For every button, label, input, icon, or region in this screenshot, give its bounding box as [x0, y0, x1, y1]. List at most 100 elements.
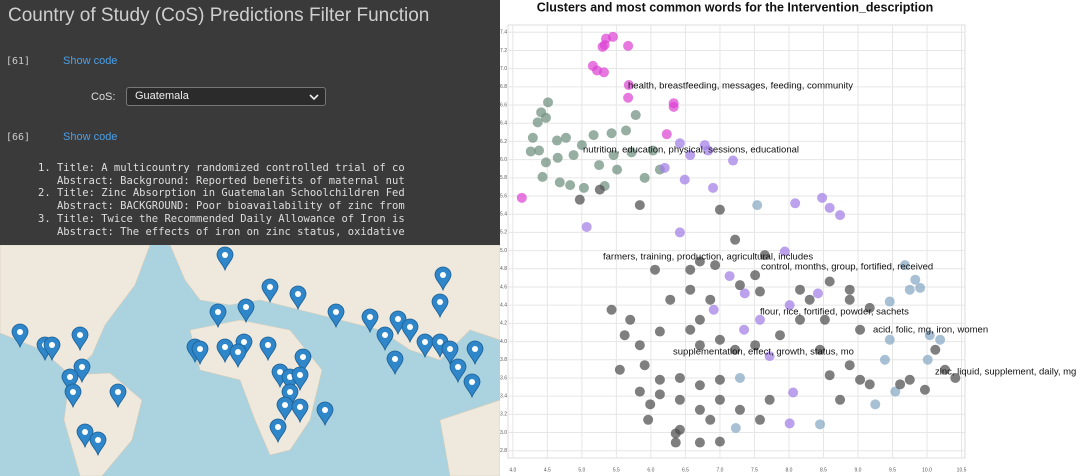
map-pin[interactable]	[376, 326, 394, 352]
y-tick-label: 6.6	[500, 102, 507, 108]
point	[532, 117, 543, 128]
point	[594, 160, 605, 171]
point	[647, 145, 658, 156]
notebook-title: Country of Study (CoS) Predictions Filte…	[8, 5, 430, 26]
point	[537, 171, 548, 182]
map-pin[interactable]	[269, 418, 287, 444]
map-pin[interactable]	[289, 285, 307, 311]
map-pin[interactable]	[216, 246, 234, 272]
point	[844, 284, 855, 295]
result-abstract: Abstract: Background: Reported benefits …	[56, 174, 405, 187]
point	[824, 202, 835, 213]
point	[904, 374, 915, 385]
pin-body	[209, 303, 227, 329]
point	[855, 374, 866, 385]
point	[924, 330, 935, 341]
cluster-annotation: nutrition, education, physical, sessions…	[583, 145, 799, 156]
map-pin[interactable]	[441, 340, 459, 366]
map-pin[interactable]	[291, 366, 309, 392]
map-pin[interactable]	[294, 348, 312, 374]
map-pin[interactable]	[401, 318, 419, 344]
map-pin[interactable]	[109, 383, 127, 409]
map-pin[interactable]	[466, 340, 484, 366]
result-number: 2.	[38, 187, 51, 200]
map[interactable]	[0, 245, 500, 476]
point	[864, 379, 875, 390]
x-tick-label: 9.5	[889, 467, 896, 473]
map-pin[interactable]	[237, 298, 255, 324]
map-pin[interactable]	[327, 303, 345, 329]
pin-body	[61, 368, 79, 394]
result-title-line: 1. Title: A multicountry randomized cont…	[38, 162, 405, 175]
map-pin[interactable]	[229, 343, 247, 369]
pin-dot	[222, 252, 228, 258]
point	[708, 182, 719, 193]
y-tick-label: 3.0	[500, 430, 507, 436]
point	[734, 404, 745, 415]
y-tick-label: 5.6	[500, 193, 507, 199]
pin-dot	[472, 346, 478, 352]
dropdown-arrow	[309, 94, 319, 101]
map-pin[interactable]	[386, 350, 404, 376]
y-tick-label: 6.0	[500, 157, 507, 163]
point	[774, 330, 785, 341]
map-pin[interactable]	[11, 323, 29, 349]
point	[674, 394, 685, 405]
point	[899, 260, 910, 271]
map-pin[interactable]	[191, 340, 209, 366]
map-pin[interactable]	[64, 383, 82, 409]
point	[790, 198, 801, 209]
map-pin[interactable]	[259, 336, 277, 362]
point	[812, 288, 823, 299]
pin-dot	[422, 339, 428, 345]
show-code-link[interactable]: Show code	[63, 55, 118, 67]
pin-body	[449, 358, 467, 384]
pin-dot	[437, 299, 443, 305]
point	[694, 380, 705, 391]
pin-dot	[215, 309, 221, 315]
map-pin[interactable]	[434, 266, 452, 292]
map-pin[interactable]	[281, 383, 299, 409]
point	[670, 428, 681, 439]
chart-title: Clusters and most common words for the I…	[537, 0, 934, 14]
point	[879, 354, 890, 365]
point	[527, 132, 538, 143]
pin-body	[416, 333, 434, 359]
map-pin[interactable]	[209, 303, 227, 329]
pin-body	[237, 298, 255, 324]
pin-body	[64, 383, 82, 409]
pin-dot	[77, 332, 83, 338]
point	[895, 379, 906, 390]
point	[795, 314, 806, 325]
y-tick-label: 5.4	[500, 212, 507, 218]
pin-dot	[295, 291, 301, 297]
show-code-link[interactable]: Show code	[63, 131, 118, 143]
map-pin[interactable]	[261, 278, 279, 304]
pin-dot	[241, 339, 247, 345]
map-pin[interactable]	[43, 336, 61, 362]
map-pin[interactable]	[71, 326, 89, 352]
map-pin[interactable]	[449, 358, 467, 384]
point	[714, 204, 725, 215]
map-pin[interactable]	[76, 423, 94, 449]
pin-body	[376, 326, 394, 352]
country-dropdown[interactable]: Guatemala	[126, 87, 326, 106]
map-pin[interactable]	[316, 401, 334, 427]
map-pin[interactable]	[431, 293, 449, 319]
map-pin[interactable]	[291, 398, 309, 424]
x-tick-label: 9.0	[855, 467, 862, 473]
point	[625, 314, 636, 325]
point	[630, 110, 641, 121]
map-pin[interactable]	[89, 431, 107, 457]
map-pin[interactable]	[61, 368, 79, 394]
point	[639, 172, 650, 183]
y-tick-label: 7.0	[500, 66, 507, 72]
point	[730, 344, 741, 355]
point	[935, 334, 946, 345]
cluster-annotation: farmers, training, production, agricultu…	[603, 252, 813, 263]
map-pin[interactable]	[361, 308, 379, 334]
map-pin[interactable]	[276, 396, 294, 422]
map-pin[interactable]	[416, 333, 434, 359]
point	[795, 284, 806, 295]
map-pin[interactable]	[463, 373, 481, 399]
